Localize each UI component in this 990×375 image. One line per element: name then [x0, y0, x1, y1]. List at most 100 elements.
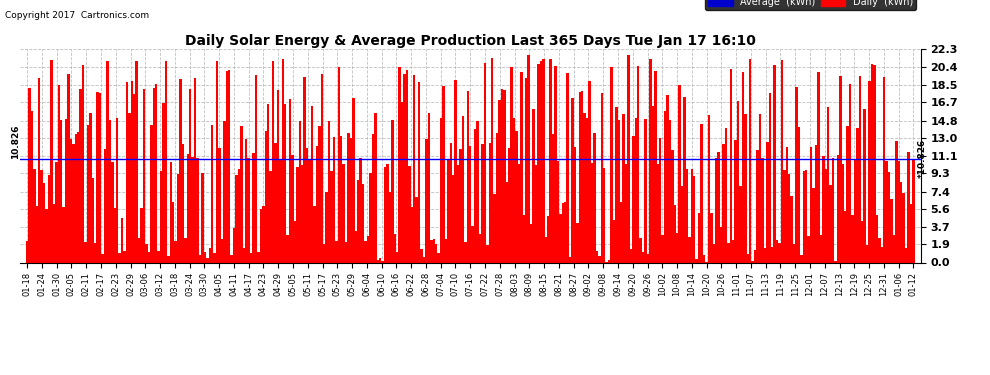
- Title: Daily Solar Energy & Average Production Last 365 Days Tue Jan 17 16:10: Daily Solar Energy & Average Production …: [185, 34, 755, 48]
- Bar: [798, 127, 800, 262]
- Bar: [74, 134, 77, 262]
- Bar: [408, 166, 411, 262]
- Bar: [593, 133, 596, 262]
- Bar: [111, 162, 114, 262]
- Bar: [503, 90, 506, 262]
- Bar: [533, 109, 535, 262]
- Bar: [890, 199, 893, 262]
- Bar: [456, 165, 459, 262]
- Bar: [861, 221, 863, 262]
- Bar: [810, 147, 813, 262]
- Bar: [766, 142, 768, 262]
- Bar: [525, 78, 528, 262]
- Bar: [654, 71, 656, 262]
- Bar: [481, 144, 484, 262]
- Bar: [150, 125, 152, 262]
- Bar: [523, 215, 525, 262]
- Bar: [403, 75, 406, 262]
- Bar: [583, 113, 586, 262]
- Bar: [708, 114, 710, 262]
- Bar: [615, 107, 618, 262]
- Bar: [236, 174, 238, 262]
- Bar: [530, 224, 533, 262]
- Bar: [169, 162, 172, 262]
- Bar: [41, 170, 43, 262]
- Bar: [77, 132, 79, 262]
- Bar: [666, 95, 668, 262]
- Bar: [31, 111, 34, 262]
- Bar: [868, 81, 871, 262]
- Bar: [116, 118, 119, 262]
- Bar: [148, 252, 150, 262]
- Bar: [620, 202, 623, 262]
- Bar: [352, 98, 354, 262]
- Bar: [630, 249, 633, 262]
- Bar: [241, 126, 243, 262]
- Bar: [349, 138, 352, 262]
- Bar: [673, 205, 676, 262]
- Bar: [746, 254, 749, 262]
- Bar: [343, 164, 345, 262]
- Bar: [540, 61, 543, 262]
- Text: Copyright 2017  Cartronics.com: Copyright 2017 Cartronics.com: [5, 11, 149, 20]
- Bar: [646, 254, 649, 262]
- Bar: [608, 260, 610, 262]
- Bar: [569, 257, 571, 262]
- Bar: [316, 146, 318, 262]
- Bar: [57, 85, 60, 262]
- Bar: [394, 234, 396, 262]
- Text: 10.826: 10.826: [11, 124, 20, 159]
- Bar: [700, 124, 703, 262]
- Bar: [501, 89, 503, 262]
- Bar: [318, 126, 321, 262]
- Bar: [693, 176, 695, 262]
- Bar: [837, 155, 840, 262]
- Bar: [846, 126, 848, 262]
- Bar: [754, 250, 756, 262]
- Bar: [286, 235, 289, 262]
- Bar: [543, 59, 545, 262]
- Bar: [452, 175, 454, 262]
- Bar: [199, 255, 201, 262]
- Bar: [374, 113, 376, 262]
- Bar: [800, 255, 803, 262]
- Bar: [885, 160, 888, 262]
- Bar: [369, 173, 371, 262]
- Bar: [842, 164, 844, 262]
- Bar: [703, 255, 705, 262]
- Bar: [803, 171, 805, 262]
- Bar: [162, 103, 164, 262]
- Bar: [571, 98, 574, 262]
- Bar: [421, 249, 423, 262]
- Bar: [401, 102, 403, 262]
- Bar: [598, 256, 601, 262]
- Bar: [109, 120, 111, 262]
- Bar: [720, 228, 723, 262]
- Bar: [903, 193, 905, 262]
- Bar: [681, 186, 683, 262]
- Bar: [596, 251, 598, 262]
- Bar: [364, 241, 366, 262]
- Bar: [790, 196, 793, 262]
- Bar: [464, 242, 466, 262]
- Bar: [191, 158, 194, 262]
- Bar: [304, 76, 306, 262]
- Bar: [898, 161, 900, 262]
- Bar: [218, 148, 221, 262]
- Bar: [844, 211, 846, 262]
- Bar: [888, 172, 890, 262]
- Bar: [528, 55, 530, 262]
- Bar: [835, 261, 837, 262]
- Bar: [323, 244, 326, 262]
- Bar: [744, 114, 746, 262]
- Bar: [559, 213, 561, 262]
- Bar: [788, 174, 790, 262]
- Bar: [331, 171, 333, 262]
- Bar: [758, 114, 761, 262]
- Bar: [228, 70, 231, 262]
- Bar: [379, 258, 381, 262]
- Bar: [43, 183, 46, 262]
- Bar: [815, 146, 817, 262]
- Bar: [233, 228, 236, 262]
- Bar: [564, 202, 566, 262]
